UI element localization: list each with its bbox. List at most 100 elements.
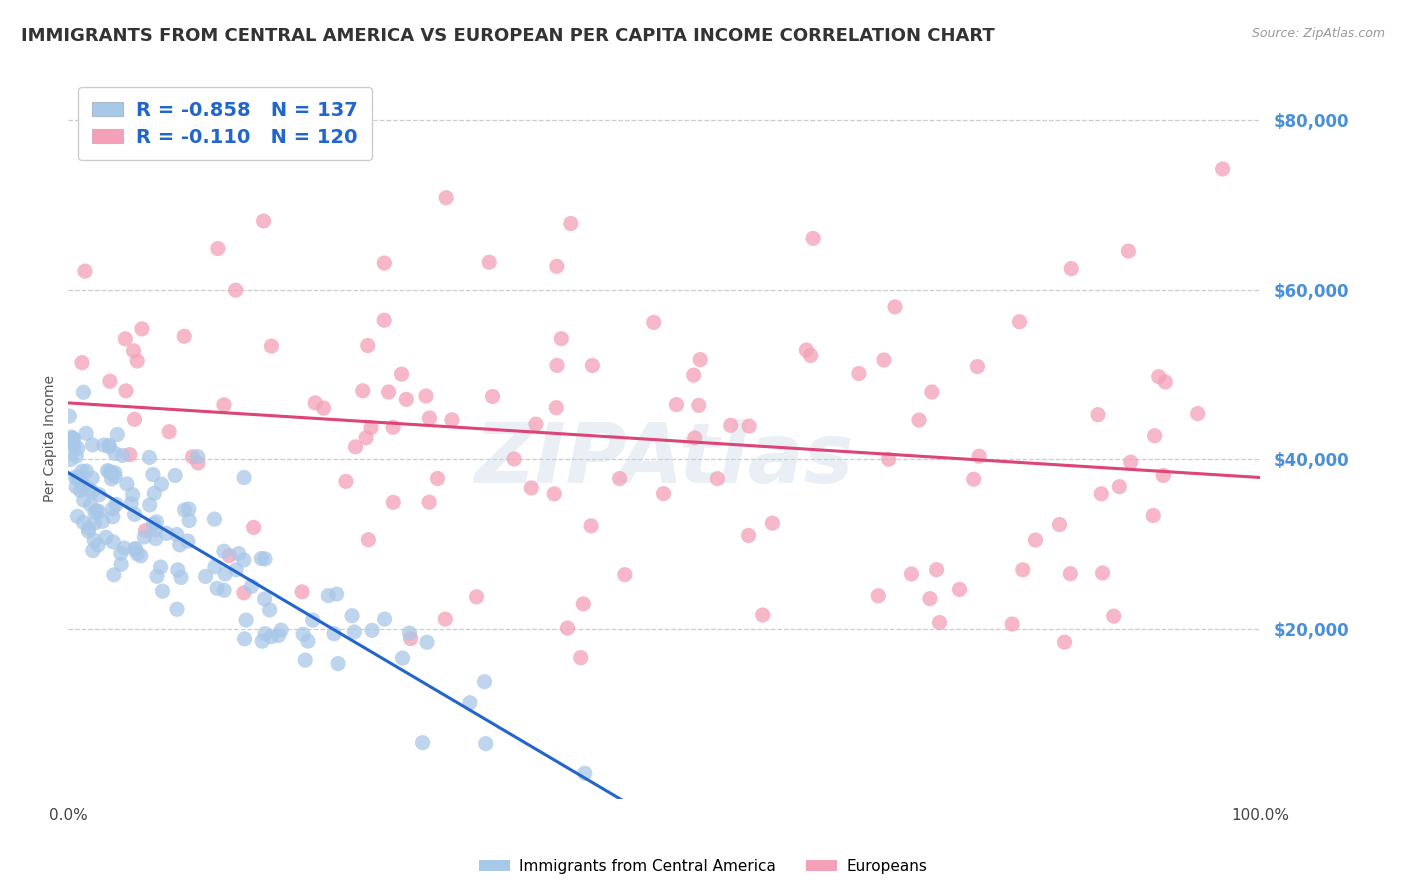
Point <box>613 567 636 582</box>
Point <box>1001 617 1024 632</box>
Legend: R = -0.858   N = 137, R = -0.110   N = 120: R = -0.858 N = 137, R = -0.110 N = 120 <box>77 87 371 161</box>
Point <box>98 374 121 388</box>
Point <box>187 450 209 464</box>
Point <box>77 524 100 538</box>
Point <box>104 466 127 480</box>
Point <box>103 535 125 549</box>
Point <box>291 585 314 599</box>
Point <box>382 495 405 509</box>
Point <box>66 509 89 524</box>
Point <box>399 632 422 646</box>
Point <box>546 401 568 415</box>
Point <box>110 546 132 560</box>
Point <box>143 486 166 500</box>
Point <box>122 343 145 358</box>
Point <box>689 352 711 367</box>
Point <box>149 560 172 574</box>
Point <box>682 368 704 383</box>
Point <box>127 354 149 368</box>
Point <box>391 651 413 665</box>
Point <box>415 389 437 403</box>
Point <box>173 329 195 343</box>
Point <box>418 411 440 425</box>
Point <box>260 339 283 353</box>
Point <box>382 420 405 434</box>
Point <box>72 516 94 530</box>
Point <box>352 384 374 398</box>
Point <box>118 448 141 462</box>
Point <box>1060 261 1083 276</box>
Point <box>1024 533 1046 547</box>
Point <box>104 446 127 460</box>
Point <box>82 438 104 452</box>
Point <box>89 488 111 502</box>
Point <box>720 418 742 433</box>
Point <box>373 313 395 327</box>
Point <box>73 264 96 278</box>
Point <box>204 512 226 526</box>
Point <box>105 498 128 512</box>
Point <box>166 602 188 616</box>
Point <box>242 520 264 534</box>
Point <box>801 231 824 245</box>
Point <box>70 464 93 478</box>
Point <box>214 566 236 581</box>
Point <box>1011 563 1033 577</box>
Point <box>253 591 276 606</box>
Point <box>524 417 547 432</box>
Point <box>138 498 160 512</box>
Point <box>292 627 315 641</box>
Point <box>63 439 86 453</box>
Point <box>146 569 169 583</box>
Point <box>166 563 188 577</box>
Point <box>145 523 167 537</box>
Point <box>204 559 226 574</box>
Point <box>181 450 204 464</box>
Point <box>77 521 100 535</box>
Point <box>967 449 990 463</box>
Point <box>59 452 82 467</box>
Point <box>170 570 193 584</box>
Point <box>212 544 235 558</box>
Point <box>581 359 603 373</box>
Point <box>250 551 273 566</box>
Point <box>218 549 240 563</box>
Point <box>1087 408 1109 422</box>
Point <box>138 450 160 465</box>
Point <box>481 390 503 404</box>
Point <box>69 483 91 498</box>
Point <box>652 486 675 500</box>
Point <box>301 613 323 627</box>
Point <box>1059 566 1081 581</box>
Point <box>127 547 149 561</box>
Point <box>361 624 384 638</box>
Point <box>948 582 970 597</box>
Point <box>550 332 572 346</box>
Point <box>543 487 565 501</box>
Point <box>412 736 434 750</box>
Point <box>557 621 579 635</box>
Point <box>60 431 83 445</box>
Point <box>900 566 922 581</box>
Point <box>60 430 83 444</box>
Point <box>416 635 439 649</box>
Point <box>72 385 94 400</box>
Text: Source: ZipAtlas.com: Source: ZipAtlas.com <box>1251 27 1385 40</box>
Point <box>66 442 89 456</box>
Point <box>395 392 418 407</box>
Point <box>70 475 93 490</box>
Point <box>173 503 195 517</box>
Point <box>344 440 367 454</box>
Point <box>688 398 710 412</box>
Point <box>418 495 440 509</box>
Point <box>98 438 121 452</box>
Point <box>58 409 80 424</box>
Point <box>294 653 316 667</box>
Point <box>434 191 457 205</box>
Point <box>252 214 274 228</box>
Point <box>683 431 706 445</box>
Point <box>110 558 132 572</box>
Point <box>1108 480 1130 494</box>
Point <box>326 657 349 671</box>
Point <box>260 630 283 644</box>
